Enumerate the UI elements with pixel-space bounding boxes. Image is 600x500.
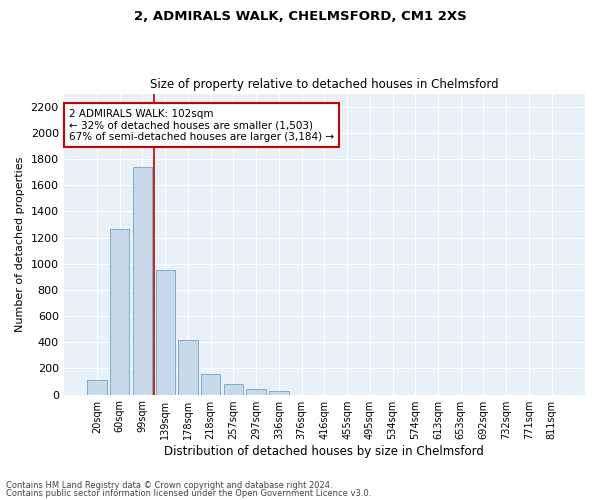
Title: Size of property relative to detached houses in Chelmsford: Size of property relative to detached ho… (150, 78, 499, 91)
Bar (201, 374, 220, 394)
Bar (88, 380, 107, 394)
Text: 2 ADMIRALS WALK: 102sqm
← 32% of detached houses are smaller (1,503)
67% of semi: 2 ADMIRALS WALK: 102sqm ← 32% of detache… (69, 108, 334, 142)
Y-axis label: Number of detached properties: Number of detached properties (15, 156, 25, 332)
X-axis label: Distribution of detached houses by size in Chelmsford: Distribution of detached houses by size … (164, 444, 484, 458)
Bar (178, 340, 197, 394)
Bar (133, 167, 152, 394)
Bar (247, 389, 266, 394)
Text: Contains public sector information licensed under the Open Government Licence v3: Contains public sector information licen… (6, 488, 371, 498)
Bar (224, 384, 243, 394)
Bar (110, 229, 130, 394)
Text: Contains HM Land Registry data © Crown copyright and database right 2024.: Contains HM Land Registry data © Crown c… (6, 481, 332, 490)
Bar (155, 270, 175, 394)
Bar (269, 392, 289, 394)
Text: 2, ADMIRALS WALK, CHELMSFORD, CM1 2XS: 2, ADMIRALS WALK, CHELMSFORD, CM1 2XS (134, 10, 466, 23)
